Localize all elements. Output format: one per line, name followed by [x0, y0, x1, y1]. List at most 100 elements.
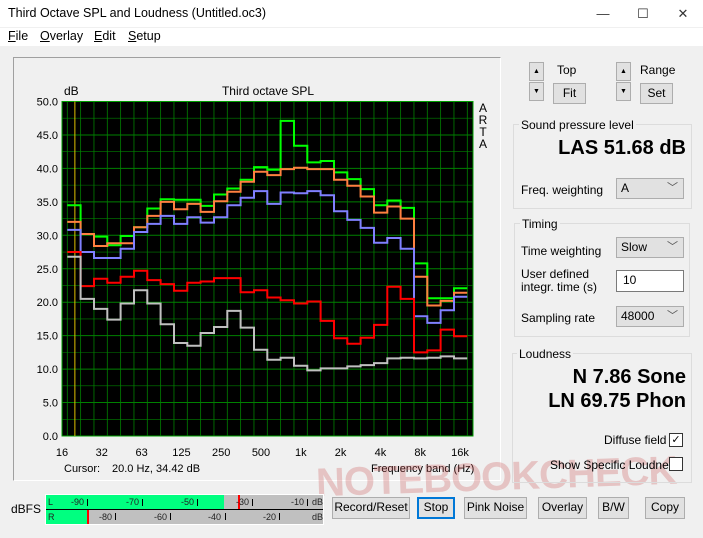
arta-letter: A [479, 137, 487, 151]
meter-tick [224, 513, 226, 520]
range-up-button[interactable]: ▲ [616, 62, 631, 81]
dbfs-label: dBFS [11, 502, 42, 516]
meter-tick-label: -80 [99, 512, 113, 522]
diffuse-field-checkbox[interactable]: ✓ [669, 433, 683, 447]
integr-time-label-2: integr. time (s) [521, 280, 598, 294]
meter-divider [46, 509, 323, 510]
window-title: Third Octave SPL and Loudness (Untitled.… [8, 6, 267, 20]
meter-tick [142, 499, 144, 506]
left-level-bar [46, 495, 225, 509]
arta-letter: T [479, 125, 487, 139]
range-down-button[interactable]: ▼ [616, 82, 631, 101]
y-tick-label: 40.0 [37, 163, 58, 175]
top-label: Top [557, 63, 577, 77]
copy-button[interactable]: Copy [645, 497, 685, 519]
meter-tick-label: -30 [236, 497, 250, 507]
chart-title: Third octave SPL [222, 84, 314, 98]
y-tick-label: 0.0 [43, 431, 58, 443]
loudness-phon-readout: LN 69.75 Phon [548, 390, 686, 412]
y-tick-label: 10.0 [37, 364, 58, 376]
x-axis-label: Frequency band (Hz) [371, 463, 474, 475]
y-tick-label: 45.0 [37, 130, 58, 142]
x-tick-label: 4k [375, 447, 387, 459]
time-weighting-label: Time weighting [521, 244, 602, 258]
meter-tick [114, 513, 116, 520]
sampling-rate-label: Sampling rate [521, 311, 596, 325]
loudness-sone-readout: N 7.86 Sone [572, 366, 686, 388]
meter-channel-r: R [48, 512, 55, 522]
las-readout: LAS 51.68 dB [558, 137, 686, 159]
set-button[interactable]: Set [640, 83, 673, 104]
x-tick-label: 2k [335, 447, 347, 459]
y-tick-label: 30.0 [37, 230, 58, 242]
x-tick-label: 32 [96, 447, 108, 459]
stop-button[interactable]: Stop [417, 497, 455, 519]
meter-tick [87, 499, 89, 506]
loudness-group [512, 353, 692, 483]
meter-channel-l: L [48, 497, 54, 507]
y-tick-label: 5.0 [43, 398, 58, 410]
close-button[interactable]: ✕ [677, 6, 689, 21]
bw-button[interactable]: B/W [598, 497, 629, 519]
menu-setup[interactable]: Setup [128, 29, 161, 43]
meter-tick-label: -90 [71, 497, 85, 507]
y-tick-label: 20.0 [37, 297, 58, 309]
title-bar: Third Octave SPL and Loudness (Untitled.… [0, 0, 703, 28]
meter-tick-label: -40 [208, 512, 222, 522]
maximize-button[interactable]: ☐ [637, 6, 649, 21]
freq-weighting-value: A [621, 181, 630, 195]
chevron-down-icon: ﹀ [667, 182, 678, 194]
meter-tick [279, 513, 281, 520]
arta-letter: R [479, 113, 488, 127]
cursor-readout: 20.0 Hz, 34.42 dB [112, 463, 200, 475]
fit-button[interactable]: Fit [553, 83, 586, 104]
meter-unit: dB [312, 512, 324, 522]
integr-time-input[interactable]: 10 [616, 270, 684, 292]
series-line-1 [67, 166, 468, 307]
y-tick-label: 35.0 [37, 197, 58, 209]
y-tick-label: 15.0 [37, 331, 58, 343]
minimize-button[interactable]: — [596, 6, 610, 21]
left-peak-marker [237, 495, 240, 509]
chevron-down-icon: ﹀ [667, 241, 678, 253]
sampling-rate-value: 48000 [621, 309, 655, 323]
spl-group-title: Sound pressure level [519, 118, 636, 132]
time-weighting-value: Slow [621, 240, 648, 254]
meter-tick [169, 513, 171, 520]
pink-noise-button[interactable]: Pink Noise [464, 497, 527, 519]
chevron-down-icon: ﹀ [667, 310, 678, 322]
right-peak-marker [87, 510, 90, 524]
time-weighting-select[interactable]: Slow ﹀ [616, 237, 684, 258]
menu-overlay[interactable]: Overlay [40, 29, 84, 43]
meter-tick [306, 499, 308, 506]
sampling-rate-select[interactable]: 48000 ﹀ [616, 306, 684, 327]
meter-tick-label: -10 [291, 497, 305, 507]
meter-tick-label: -60 [154, 512, 168, 522]
series-line-2 [67, 190, 468, 324]
timing-group-title: Timing [520, 217, 560, 231]
x-tick-label: 1k [295, 447, 307, 459]
overlay-button[interactable]: Overlay [538, 497, 587, 519]
meter-tick [251, 499, 253, 506]
menu-edit[interactable]: Edit [94, 29, 116, 43]
menu-file[interactable]: File [8, 29, 29, 43]
arta-letter: A [479, 101, 487, 115]
integr-time-label-1: User defined [521, 267, 590, 281]
top-up-button[interactable]: ▲ [529, 62, 544, 81]
specific-loudness-checkbox[interactable] [669, 457, 683, 471]
meter-unit: dB [312, 497, 324, 507]
diffuse-field-label: Diffuse field [604, 433, 667, 447]
timing-group [514, 223, 690, 337]
record-reset-button[interactable]: Record/Reset [332, 497, 410, 519]
range-label: Range [640, 63, 676, 77]
x-tick-label: 125 [172, 447, 190, 459]
meter-tick-label: -50 [181, 497, 195, 507]
meter-tick-label: -20 [263, 512, 277, 522]
top-down-button[interactable]: ▼ [529, 82, 544, 101]
menu-bar: File Overlay Edit Setup [0, 28, 703, 46]
loudness-group-title: Loudness [517, 347, 574, 361]
freq-weighting-select[interactable]: A ﹀ [616, 178, 684, 199]
y-axis-label: dB [64, 84, 79, 98]
series-line-4 [67, 255, 468, 372]
